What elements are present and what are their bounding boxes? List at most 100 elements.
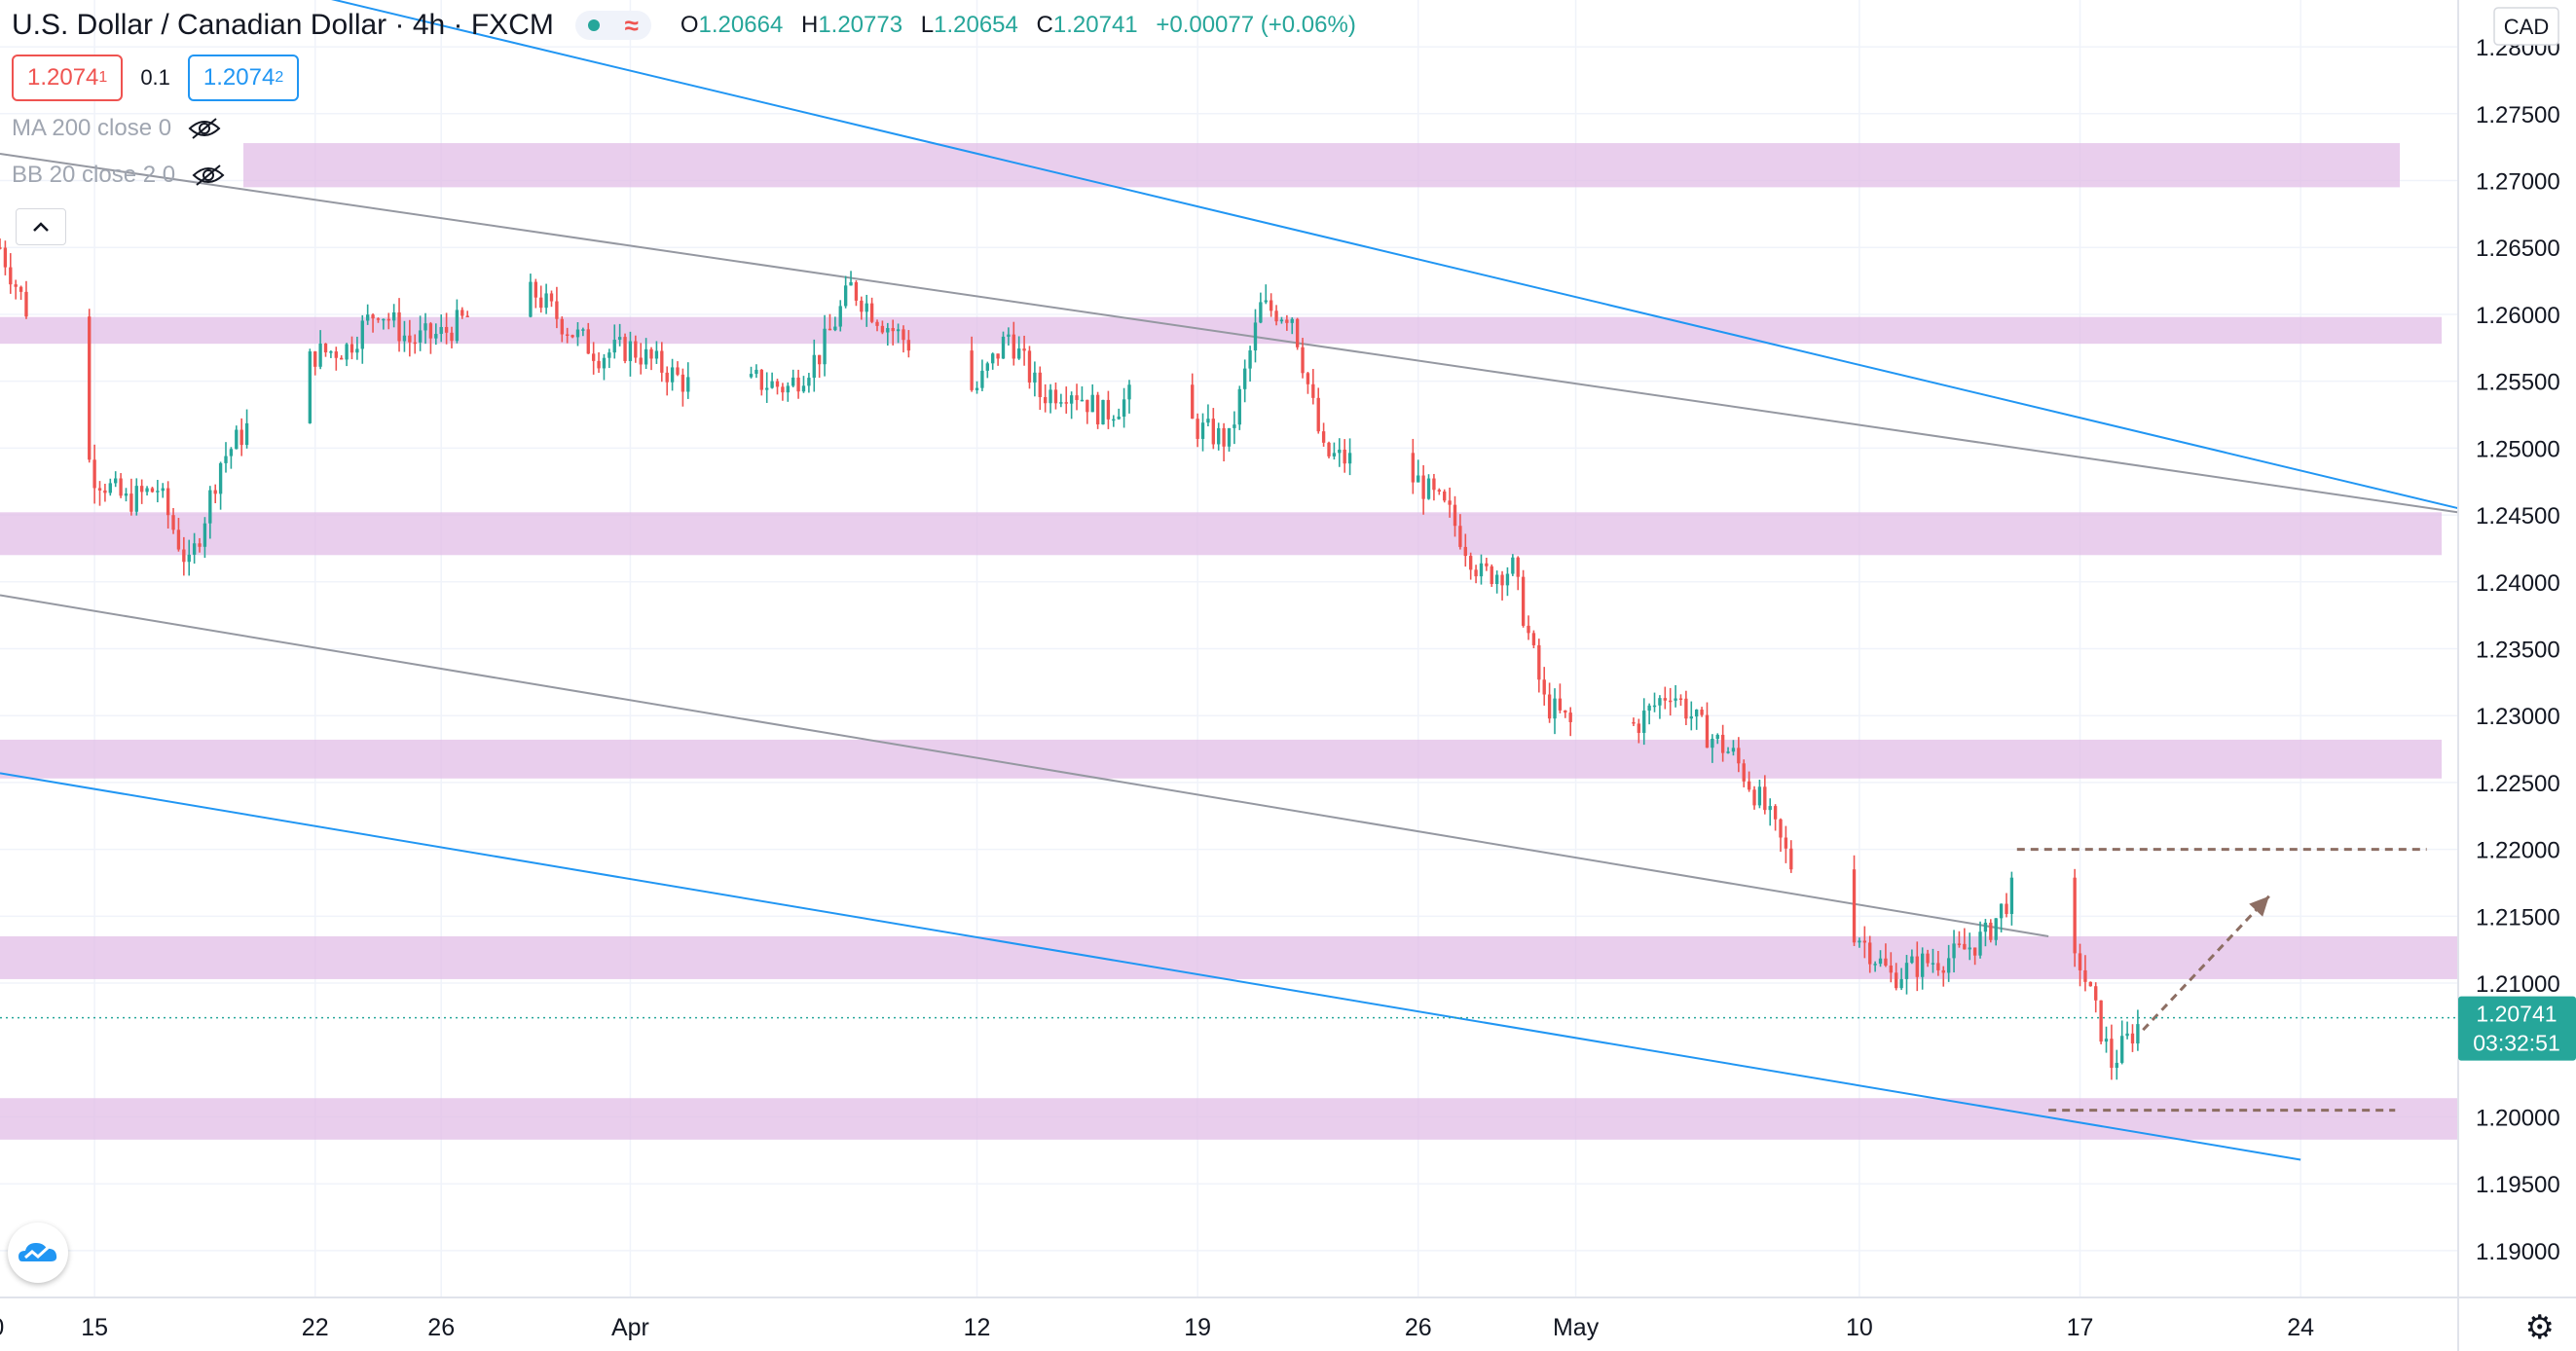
candle-body: [340, 357, 344, 360]
high-value: 1.20773: [818, 12, 903, 38]
candle-body: [355, 348, 359, 353]
candle-body: [1989, 922, 1993, 940]
candle-body: [796, 377, 800, 392]
candle-body: [1878, 958, 1883, 965]
candle-body: [1191, 384, 1195, 420]
candle-body: [1264, 300, 1268, 303]
symbol-title[interactable]: U.S. Dollar / Canadian Dollar · 4h · FXC…: [12, 9, 554, 41]
candle-body: [591, 353, 596, 361]
candle-body: [465, 315, 469, 317]
time-axis[interactable]: 0:00 15 22 26 Apr 12 19 26 May 10 17 24: [0, 1296, 2576, 1341]
price-axis[interactable]: 1.285001.280001.275001.270001.265001.260…: [2457, 0, 2560, 1351]
candles: [0, 237, 2140, 1080]
candle-body: [1411, 453, 1416, 483]
price-tick-label: 1.22500: [2476, 771, 2560, 797]
last-price-marker: 1.20741 03:32:51: [0, 996, 2576, 1061]
candle-body: [345, 344, 349, 360]
time-tick-label: 15: [81, 1314, 108, 1341]
candle-body: [1463, 546, 1467, 557]
projection-arrow-line: [2142, 895, 2270, 1032]
candle-body: [1253, 322, 1258, 351]
candle-body: [1963, 943, 1967, 950]
candle-body: [555, 301, 559, 319]
candle-body: [2110, 1039, 2114, 1069]
candle-body: [628, 341, 633, 361]
price-tick-label: 1.21500: [2476, 904, 2560, 931]
candle-body: [1295, 318, 1300, 347]
candle-body: [1720, 734, 1725, 753]
projection-annotations: [2016, 848, 2427, 1113]
candle-body: [1227, 427, 1232, 447]
candle-body: [350, 344, 354, 353]
eye-off-icon[interactable]: [191, 164, 226, 187]
candle-body: [1921, 953, 1925, 977]
candle-body: [2094, 986, 2098, 1001]
candle-body: [2115, 1062, 2118, 1069]
candle-body: [2005, 903, 2008, 915]
gear-icon[interactable]: ⚙: [2524, 1309, 2555, 1346]
candle-body: [1080, 399, 1085, 402]
candle-body: [1095, 394, 1100, 424]
market-status-pill[interactable]: ≈: [574, 11, 651, 40]
candle-body: [1086, 399, 1089, 413]
trendline: [0, 594, 2049, 937]
candle-body: [1290, 318, 1294, 323]
collapse-legend-button[interactable]: [16, 208, 66, 245]
eye-off-icon[interactable]: [187, 117, 222, 140]
candle-body: [660, 350, 664, 373]
candle-body: [970, 350, 974, 390]
candle-body: [1862, 940, 1867, 943]
candle-body: [1343, 449, 1346, 464]
indicator-bb-label: BB 20 close 2 0: [12, 162, 176, 188]
candle-body: [308, 351, 312, 423]
candle-body: [1217, 427, 1221, 445]
candle-body: [182, 549, 186, 563]
candle-body: [156, 491, 160, 493]
candle-body: [235, 429, 239, 450]
price-tick-label: 1.27500: [2476, 102, 2560, 128]
candle-body: [801, 385, 806, 392]
sell-button[interactable]: 1.2074 1: [12, 55, 124, 101]
price-tick-label: 1.19000: [2476, 1239, 2560, 1265]
market-open-dot-icon: [587, 19, 600, 31]
time-tick-label: 19: [1184, 1314, 1211, 1341]
candle-body: [575, 329, 580, 338]
candle-body: [1338, 449, 1342, 454]
candle-body: [2083, 969, 2087, 982]
candle-body: [1895, 972, 1898, 989]
candle-body: [140, 486, 144, 493]
tradingview-logo-button[interactable]: [8, 1223, 68, 1283]
price-tick-label: 1.23500: [2476, 638, 2560, 664]
candle-body: [1059, 402, 1063, 404]
candle-body: [807, 378, 811, 386]
candle-body: [391, 311, 396, 321]
candle-body: [586, 329, 590, 354]
ohlc-values: O1.20664 H1.20773 L1.20654 C1.20741 +0.0…: [680, 12, 1356, 38]
candle-body: [418, 330, 423, 343]
candle-body: [1505, 573, 1510, 586]
candle-body: [2125, 1033, 2129, 1037]
candle-body: [1904, 963, 1909, 979]
candle-body: [1269, 300, 1273, 311]
buy-button[interactable]: 1.2074 2: [187, 55, 300, 101]
time-tick-label: 0:00: [0, 1314, 4, 1341]
price-zone: [0, 739, 2442, 779]
candle-body: [991, 353, 995, 364]
candle-body: [1537, 644, 1541, 680]
indicator-bb[interactable]: BB 20 close 2 0: [12, 162, 226, 189]
candle-body: [544, 293, 548, 309]
candle-body: [1458, 526, 1462, 547]
candle-body: [1347, 453, 1352, 464]
price-tick-label: 1.27000: [2476, 169, 2560, 196]
candle-body: [617, 337, 622, 341]
candle-body: [1768, 806, 1772, 811]
candle-body: [2099, 1000, 2103, 1042]
indicator-ma[interactable]: MA 200 close 0: [12, 115, 222, 142]
candle-body: [323, 344, 328, 353]
candle-body: [1049, 389, 1052, 404]
candle-body: [1196, 419, 1199, 439]
candle-body: [1752, 789, 1756, 806]
candle-body: [529, 281, 533, 317]
candle-body: [108, 483, 112, 493]
